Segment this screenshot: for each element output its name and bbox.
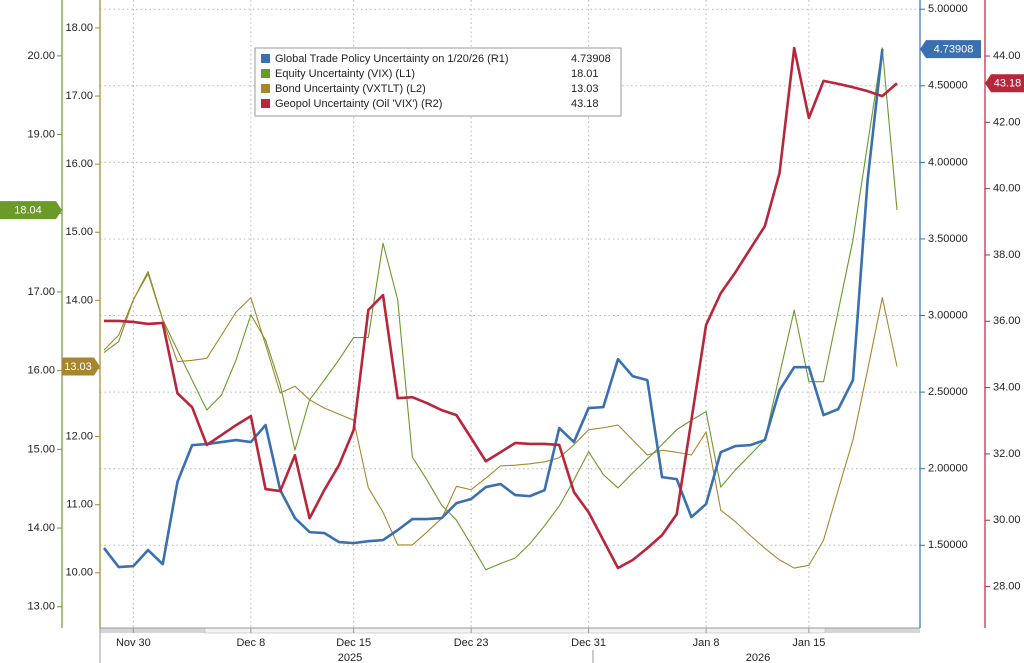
x-tick-label: Dec 8 (236, 637, 265, 649)
axes: 13.00 14.00 15.00 16.00 17.00 18.00 19.00 20.00… (27, 0, 1021, 663)
legend-label: Equity Uncertainty (VIX) (L1) (275, 68, 415, 80)
y-tick-label: 30.00 (993, 514, 1021, 526)
y-tick-label: 16.00 (27, 365, 55, 377)
y-tick-label: 10.00 (65, 567, 93, 579)
y-tick-label: 28.00 (993, 580, 1021, 592)
x-tick-label: Dec 15 (336, 637, 371, 649)
legend-value: 43.18 (571, 98, 599, 110)
series-line (103, 273, 898, 569)
y-tick-label: 20.00 (27, 50, 55, 62)
series-line (104, 46, 898, 570)
y-tick-label: 3.00000 (928, 309, 968, 321)
y-tick-label: 15.00 (65, 226, 93, 238)
y-tick-label: 2.00000 (928, 463, 968, 475)
value-tag-label: 18.04 (14, 205, 42, 217)
y-tick-label: 14.00 (65, 294, 93, 306)
tags: 4.73908 18.04 13.03 43.18 (0, 40, 1024, 376)
y-tick-label: 32.00 (993, 448, 1021, 460)
x-tick-label: Nov 30 (116, 637, 151, 649)
legend-swatch (261, 69, 270, 78)
legend: Global Trade Policy Uncertainty on 1/20/… (254, 47, 622, 117)
value-tag (920, 40, 981, 59)
y-tick-label: 17.00 (65, 90, 93, 102)
y-tick-label: 5.00000 (928, 3, 968, 15)
x-tick-label: Dec 31 (571, 637, 606, 649)
legend-label: Bond Uncertainty (VXTLT) (L2) (275, 83, 426, 95)
y-tick-label: 17.00 (27, 286, 55, 298)
legend-box (254, 47, 622, 117)
legend-swatch (261, 84, 270, 93)
y-tick-label: 14.00 (27, 522, 55, 534)
legend-swatch (261, 99, 270, 108)
x-tick-label: Jan 8 (693, 637, 720, 649)
value-tag (985, 74, 1024, 93)
year-label: 2026 (746, 652, 770, 663)
y-tick-label: 38.00 (993, 249, 1021, 261)
value-tag (0, 201, 62, 220)
y-tick-label: 13.00 (27, 601, 55, 613)
y-tick-label: 4.50000 (928, 80, 968, 92)
y-tick-label: 16.00 (65, 158, 93, 170)
y-tick-label: 4.00000 (928, 156, 968, 168)
lines (102, 46, 898, 571)
x-tick-label: Dec 23 (454, 637, 489, 649)
y-tick-label: 15.00 (27, 443, 55, 455)
x-tick-label: Jan 15 (792, 637, 825, 649)
y-tick-label: 18.00 (65, 22, 93, 34)
y-tick-label: 12.00 (65, 431, 93, 443)
y-tick-label: 2.50000 (928, 386, 968, 398)
year-label: 2025 (338, 652, 362, 663)
series-line (102, 49, 884, 569)
y-tick-label: 1.50000 (928, 539, 968, 551)
y-tick-label: 34.00 (993, 382, 1021, 394)
y-tick-label: 42.00 (993, 116, 1021, 128)
y-tick-label: 19.00 (27, 128, 55, 140)
y-tick-label: 44.00 (993, 50, 1021, 62)
value-tag-label: 4.73908 (934, 44, 974, 56)
value-tag-label: 13.03 (64, 361, 92, 373)
y-tick-label: 36.00 (993, 315, 1021, 327)
legend-value: 13.03 (571, 83, 599, 95)
scroll-thumb (204, 627, 826, 634)
y-tick-label: 3.50000 (928, 233, 968, 245)
legend-label: Geopol Uncertainty (Oil 'VIX') (R2) (275, 98, 442, 110)
value-tag-label: 43.18 (994, 78, 1022, 90)
legend-value: 4.73908 (571, 53, 611, 65)
legend-swatch (261, 54, 270, 63)
legend-label: Global Trade Policy Uncertainty on 1/20/… (275, 53, 509, 65)
y-tick-label: 40.00 (993, 183, 1021, 195)
y-tick-label: 11.00 (66, 499, 93, 511)
legend-value: 18.01 (571, 68, 599, 80)
value-tag (62, 357, 100, 376)
